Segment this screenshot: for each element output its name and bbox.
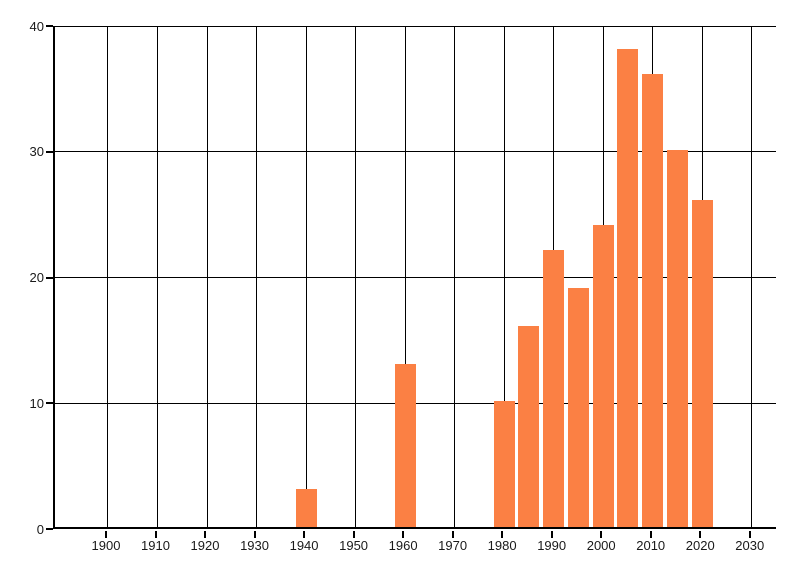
- x-tick-label: 1990: [537, 538, 567, 553]
- x-gridline: [751, 26, 753, 527]
- bar-2005: [617, 49, 639, 527]
- x-axis-tick: [352, 531, 355, 538]
- plot-area: [53, 25, 776, 529]
- x-tick-label: 1910: [141, 538, 170, 553]
- x-tick-label: 1970: [438, 538, 468, 553]
- x-tick-label: 1950: [339, 538, 369, 553]
- bar-2000: [592, 225, 614, 527]
- bar-2020: [691, 200, 713, 527]
- x-gridline: [454, 26, 456, 527]
- y-tick-label: 10: [29, 395, 44, 411]
- y-gridline: [55, 25, 776, 27]
- x-tick-label: 2000: [586, 538, 616, 553]
- x-axis-tick: [748, 531, 751, 538]
- x-axis-tick: [104, 531, 107, 538]
- x-tick-label: 2030: [735, 538, 765, 553]
- x-axis-tick: [649, 531, 652, 538]
- x-axis-tick: [501, 531, 504, 538]
- y-gridline: [55, 151, 776, 153]
- x-axis-tick: [699, 531, 702, 538]
- x-axis-tick: [600, 531, 603, 538]
- x-gridline: [206, 26, 208, 527]
- x-tick-label: 2020: [685, 538, 715, 553]
- y-axis-tick: [46, 25, 53, 27]
- x-axis-tick: [204, 531, 207, 538]
- bar-1940: [295, 489, 317, 527]
- y-tick-label: 30: [29, 144, 44, 160]
- x-axis-tick: [253, 531, 256, 538]
- x-tick-label: 1900: [91, 538, 121, 553]
- x-gridline: [107, 26, 109, 527]
- y-tick-label: 40: [29, 18, 44, 34]
- x-tick-label: 1960: [388, 538, 418, 553]
- x-axis-tick: [451, 531, 454, 538]
- x-axis-tick: [303, 531, 306, 538]
- x-tick-label: 1930: [240, 538, 269, 553]
- x-tick-label: 2010: [636, 538, 666, 553]
- x-gridline: [355, 26, 357, 527]
- bar-1960: [394, 363, 416, 527]
- x-gridline: [256, 26, 258, 527]
- x-tick-label: 1920: [190, 538, 220, 553]
- bar-2010: [642, 74, 664, 527]
- bar-2015: [666, 149, 688, 527]
- bar-1990: [543, 250, 565, 527]
- bar-1995: [567, 288, 589, 527]
- y-tick-label: 20: [29, 270, 44, 285]
- y-axis-tick: [46, 150, 53, 153]
- y-axis-tick: [46, 402, 53, 405]
- bar-1980: [493, 401, 515, 527]
- x-gridline: [503, 26, 505, 527]
- x-gridline: [404, 26, 406, 527]
- x-gridline: [157, 26, 158, 527]
- x-gridline: [305, 26, 307, 527]
- y-gridline: [55, 277, 776, 278]
- y-tick-label: 0: [36, 521, 44, 537]
- y-axis-tick: [46, 528, 53, 530]
- x-axis-tick: [402, 531, 405, 538]
- x-axis-tick: [154, 531, 157, 538]
- bar-1985: [518, 325, 540, 527]
- y-axis-tick: [46, 276, 53, 279]
- x-tick-label: 1940: [289, 538, 319, 553]
- x-axis-tick: [550, 531, 553, 538]
- x-tick-label: 1980: [487, 538, 517, 553]
